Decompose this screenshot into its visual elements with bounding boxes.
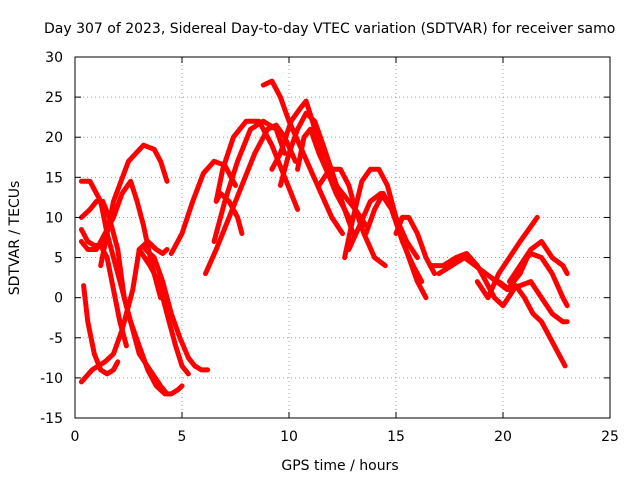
series-arc-6	[78, 178, 185, 397]
series-arc-8	[136, 247, 191, 377]
y-tick-label: -5	[49, 331, 63, 347]
series-arc-26	[496, 279, 570, 325]
y-tick-label: -15	[40, 411, 63, 427]
series-arc-7	[98, 142, 170, 269]
series-arc-5	[78, 178, 164, 301]
y-tick-label: 15	[45, 170, 63, 186]
series-arc-12	[211, 118, 288, 244]
y-tick-label: 5	[54, 251, 63, 267]
x-axis-label: GPS time / hours	[281, 458, 398, 474]
x-tick-label: 25	[601, 429, 619, 445]
y-tick-label: 0	[54, 291, 63, 307]
x-tick-label: 10	[280, 429, 298, 445]
grid-lines	[75, 57, 610, 418]
series-arc-18	[316, 166, 388, 269]
series-arc-2	[78, 239, 170, 385]
series-arc-16	[277, 110, 356, 236]
y-tick-label: 20	[45, 130, 63, 146]
y-tick-label: 25	[45, 90, 63, 106]
series-arc-11	[203, 122, 298, 277]
series-arc-10	[168, 158, 238, 256]
series-arc-21	[363, 190, 429, 301]
series-arc-25	[474, 214, 540, 301]
series-arc-1	[81, 283, 121, 377]
series-arc-19	[342, 166, 420, 261]
x-tick-label: 5	[178, 429, 187, 445]
series-arc-24	[436, 247, 534, 293]
series-arc-13	[213, 118, 301, 236]
axis-ticks: 0 5 10 15 20 25 -15 -10 -5 0 5 10 15 20 25 30	[40, 50, 619, 445]
x-tick-label: 0	[71, 429, 80, 445]
chart-title: Day 307 of 2023, Sidereal Day-to-day VTE…	[44, 21, 615, 37]
y-tick-label: -10	[40, 371, 63, 387]
series-arc-9	[143, 247, 211, 373]
plot-frame	[74, 56, 611, 419]
series-arc-14	[260, 78, 345, 236]
x-tick-label: 20	[494, 429, 512, 445]
series-arc-22	[393, 214, 437, 277]
y-axis-label: SDTVAR / TECUs	[7, 181, 23, 296]
y-tick-label: 10	[45, 210, 63, 226]
data-series	[78, 78, 570, 397]
y-tick-label: 30	[45, 50, 63, 66]
x-tick-label: 15	[387, 429, 405, 445]
series-arc-28	[517, 239, 570, 277]
series-arc-29	[513, 283, 568, 369]
